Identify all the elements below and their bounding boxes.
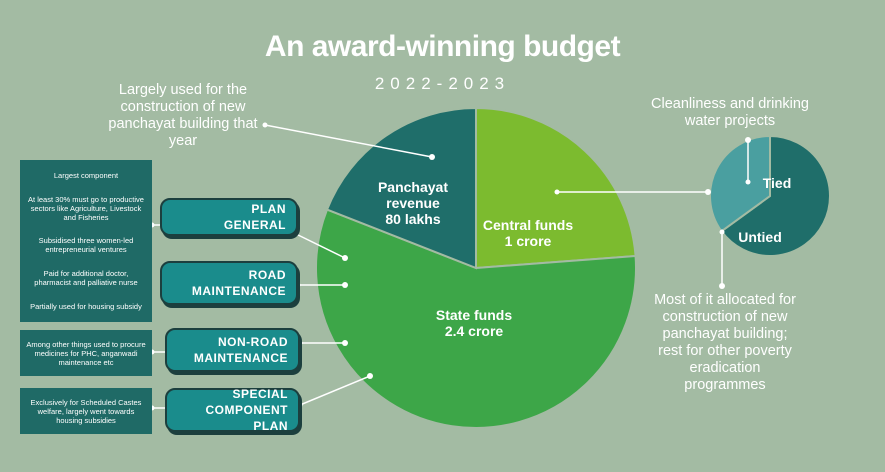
connector-dot [429, 154, 435, 160]
subtitle: 2022-2023 [374, 74, 511, 93]
connector [264, 124, 433, 158]
connector [299, 375, 371, 406]
connector-dot [367, 373, 373, 379]
slice-name: Tied [762, 175, 792, 191]
connector-dot [745, 137, 751, 143]
connector-dot [719, 229, 725, 235]
connector-dot [554, 189, 560, 195]
slice-label: Panchayat revenue 80 lakhs [353, 179, 473, 227]
note-box: Among other things used to procure medic… [20, 330, 152, 376]
slice-label: Central funds 1 crore [468, 217, 588, 249]
connector-dot [342, 255, 348, 261]
note: At least 30% must go to productive secto… [28, 194, 144, 222]
pie-slice [315, 208, 637, 429]
slice-name: Central funds [482, 217, 574, 233]
connector-dot [705, 189, 711, 195]
note: Partially used for housing subsidy [30, 301, 142, 311]
note: Largest component [53, 171, 119, 181]
slice-label: State funds 2.4 crore [414, 307, 534, 339]
slice-value: 80 lakhs [385, 211, 441, 227]
note: Among other things used to procure medic… [26, 339, 146, 367]
connector-dot [745, 179, 751, 185]
title: An award-winning budget [264, 30, 621, 63]
slice-label: Tied [742, 175, 812, 191]
slice-name: Panchayat revenue [377, 179, 449, 211]
component-button: SPECIAL COMPONENT PLAN [165, 387, 300, 433]
slice-value: 1 crore [504, 233, 552, 249]
pie-slice [720, 134, 831, 257]
component-button: ROAD MAINTENANCE [160, 261, 298, 305]
note: Exclusively for Scheduled Castes welfare… [30, 397, 142, 425]
slice-name: State funds [435, 307, 513, 323]
annotation: Cleanliness and drinking water projects [651, 96, 809, 129]
note-box: Largest component At least 30% must go to… [20, 160, 152, 322]
pie-slice [709, 134, 771, 233]
pie-slice [475, 106, 637, 270]
connector-dot [262, 122, 268, 128]
note: Subsidised three women-led entrepreneuri… [38, 236, 134, 255]
note: Paid for additional doctor, pharmacist a… [34, 269, 138, 288]
slice-value: 2.4 crore [444, 323, 504, 339]
component-button: PLAN GENERAL [160, 198, 298, 236]
note-box: Exclusively for Scheduled Castes welfare… [20, 388, 152, 434]
slice-label: Untied [725, 229, 795, 245]
pie-slice [325, 106, 477, 270]
connector-dot [342, 340, 348, 346]
annotation: Largely used for the construction of new… [108, 82, 258, 149]
connector-dot [342, 282, 348, 288]
component-button: NON-ROAD MAINTENANCE [165, 328, 300, 372]
slice-name: Untied [738, 229, 782, 245]
connector [291, 231, 346, 259]
connector-dot [719, 283, 725, 289]
annotation: Most of it allocated for construction of… [654, 292, 796, 393]
